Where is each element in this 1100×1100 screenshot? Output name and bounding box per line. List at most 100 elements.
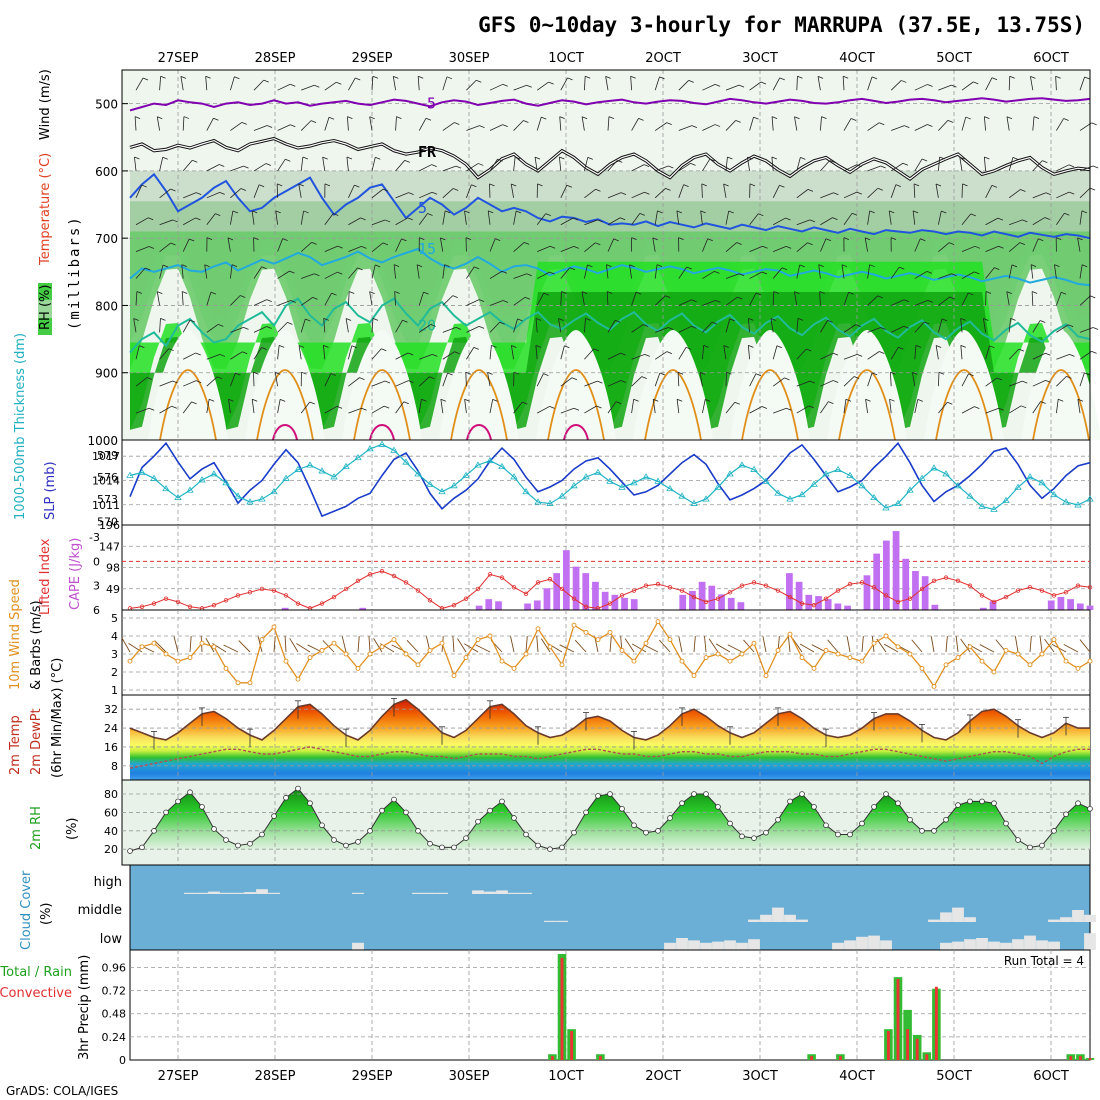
- upper-ytick: 700: [95, 232, 118, 246]
- wind-barb: [466, 299, 480, 306]
- wind-barb-flag: [843, 75, 849, 79]
- wind-barb-flag: [714, 270, 720, 274]
- cloud-bar-low: [964, 939, 976, 950]
- wind10m-marker: [1075, 665, 1081, 671]
- wind-barb: [985, 407, 999, 414]
- wind-barb-flag: [168, 348, 174, 352]
- wind-barb: [938, 318, 943, 333]
- wind-barb-flag: [904, 125, 910, 129]
- wind-barb: [182, 319, 191, 333]
- thickness-marker: [870, 493, 878, 501]
- wind-barb: [725, 242, 737, 252]
- li-marker: [787, 594, 793, 600]
- wind-barb: [938, 372, 940, 387]
- wind-barb-flag: [935, 183, 942, 187]
- wind-barb-flag: [573, 407, 580, 411]
- wind-barb-flag: [585, 75, 591, 79]
- wind-barb: [702, 399, 706, 414]
- wind-barb: [181, 291, 184, 306]
- wind-barb: [371, 318, 374, 333]
- date-label: 29SEP: [352, 51, 393, 66]
- wind-barb-flag: [779, 77, 785, 81]
- wind-barb-flag: [727, 156, 733, 160]
- rh2m-marker: [127, 848, 133, 854]
- wind-barb-flag: [581, 116, 588, 120]
- wind-barb: [655, 165, 669, 172]
- wind-barb: [489, 183, 491, 198]
- wind-barb-flag: [541, 116, 547, 120]
- temp2m-line: [129, 698, 1090, 741]
- wind-barb: [605, 76, 609, 91]
- wind-barb-flag: [1022, 219, 1028, 223]
- upper-ylabel: (millibars): [67, 215, 83, 330]
- cape-bar: [708, 585, 716, 610]
- wind-barb-flag: [427, 213, 433, 216]
- cloud-bar-low: [1012, 939, 1024, 950]
- thickness-marker: [210, 470, 218, 477]
- wind-barb: [935, 345, 939, 360]
- wind-barb: [348, 267, 358, 279]
- thickness-marker: [198, 476, 206, 483]
- wind-barb-flag: [749, 183, 756, 187]
- wind-barb-flag: [785, 217, 791, 221]
- wind-barb-flag: [659, 372, 666, 376]
- wind10m-barb: [883, 643, 899, 653]
- wind-barb: [890, 347, 899, 360]
- wind-barb: [914, 158, 923, 172]
- precip-bar-convective: [915, 1038, 919, 1060]
- rh2m-marker: [979, 798, 985, 805]
- wind-barb: [442, 76, 448, 91]
- date-label: 28SEP: [255, 51, 296, 66]
- wind-barb-flag: [899, 266, 905, 270]
- wind-barb-flag: [827, 319, 833, 323]
- wind-barb: [843, 118, 852, 131]
- wind-barb-flag: [217, 376, 223, 380]
- wind10m-tick: 3: [111, 648, 118, 661]
- wind-barb: [348, 77, 356, 91]
- wind-barb-flag: [375, 156, 381, 160]
- thickness-marker: [582, 473, 590, 480]
- thickness-marker: [702, 495, 710, 502]
- wind-barb: [914, 299, 928, 306]
- wind-barb: [654, 210, 658, 225]
- wind10m-barb: [289, 638, 299, 653]
- wind-barb-flag: [935, 345, 942, 348]
- rh2m-marker: [475, 818, 481, 825]
- wind-barb-flag: [865, 237, 871, 241]
- precip-panel: 0.960.720.480.240 Run Total = 4 Total / …: [0, 949, 1095, 1067]
- wind-barb: [938, 296, 950, 306]
- wind-barb: [820, 320, 828, 333]
- wind-barb-flag: [549, 406, 555, 409]
- wind-barb-flag: [784, 377, 790, 381]
- wind-barb-flag: [160, 318, 166, 321]
- wind-barb: [1056, 324, 1069, 333]
- cape-bar: [611, 594, 619, 610]
- wind-barb: [465, 372, 467, 387]
- wind-barb-flag: [261, 266, 267, 270]
- wind-barb: [251, 210, 255, 225]
- wind-barb: [230, 210, 234, 225]
- cape-tick: 49: [106, 583, 120, 596]
- wind-barb: [749, 81, 762, 91]
- wind10m-barb: [846, 636, 851, 653]
- precip-label-convective: Convective: [0, 986, 72, 1001]
- wind-barb-flag: [1030, 264, 1037, 268]
- wind-barb-flag: [1044, 217, 1050, 220]
- li-marker: [499, 575, 505, 580]
- wind10m-marker: [679, 658, 685, 664]
- cloud-bar-low: [676, 938, 688, 950]
- wind10m-marker: [1015, 651, 1021, 657]
- wind-barb: [204, 264, 208, 279]
- cloud-bar-low: [1000, 942, 1012, 950]
- wind-barb-flag: [545, 213, 551, 217]
- wind-barb-flag: [832, 217, 838, 221]
- wind10m-marker: [235, 680, 241, 686]
- wind-barb-flag: [699, 372, 706, 375]
- wind-barb-flag: [901, 80, 907, 83]
- cape-bar: [883, 540, 890, 610]
- wind-barb: [395, 380, 409, 387]
- wind-barb: [442, 295, 454, 306]
- wind-barb: [631, 191, 645, 199]
- wind-barb-flag: [595, 188, 601, 192]
- wind-barb-flag: [232, 210, 239, 214]
